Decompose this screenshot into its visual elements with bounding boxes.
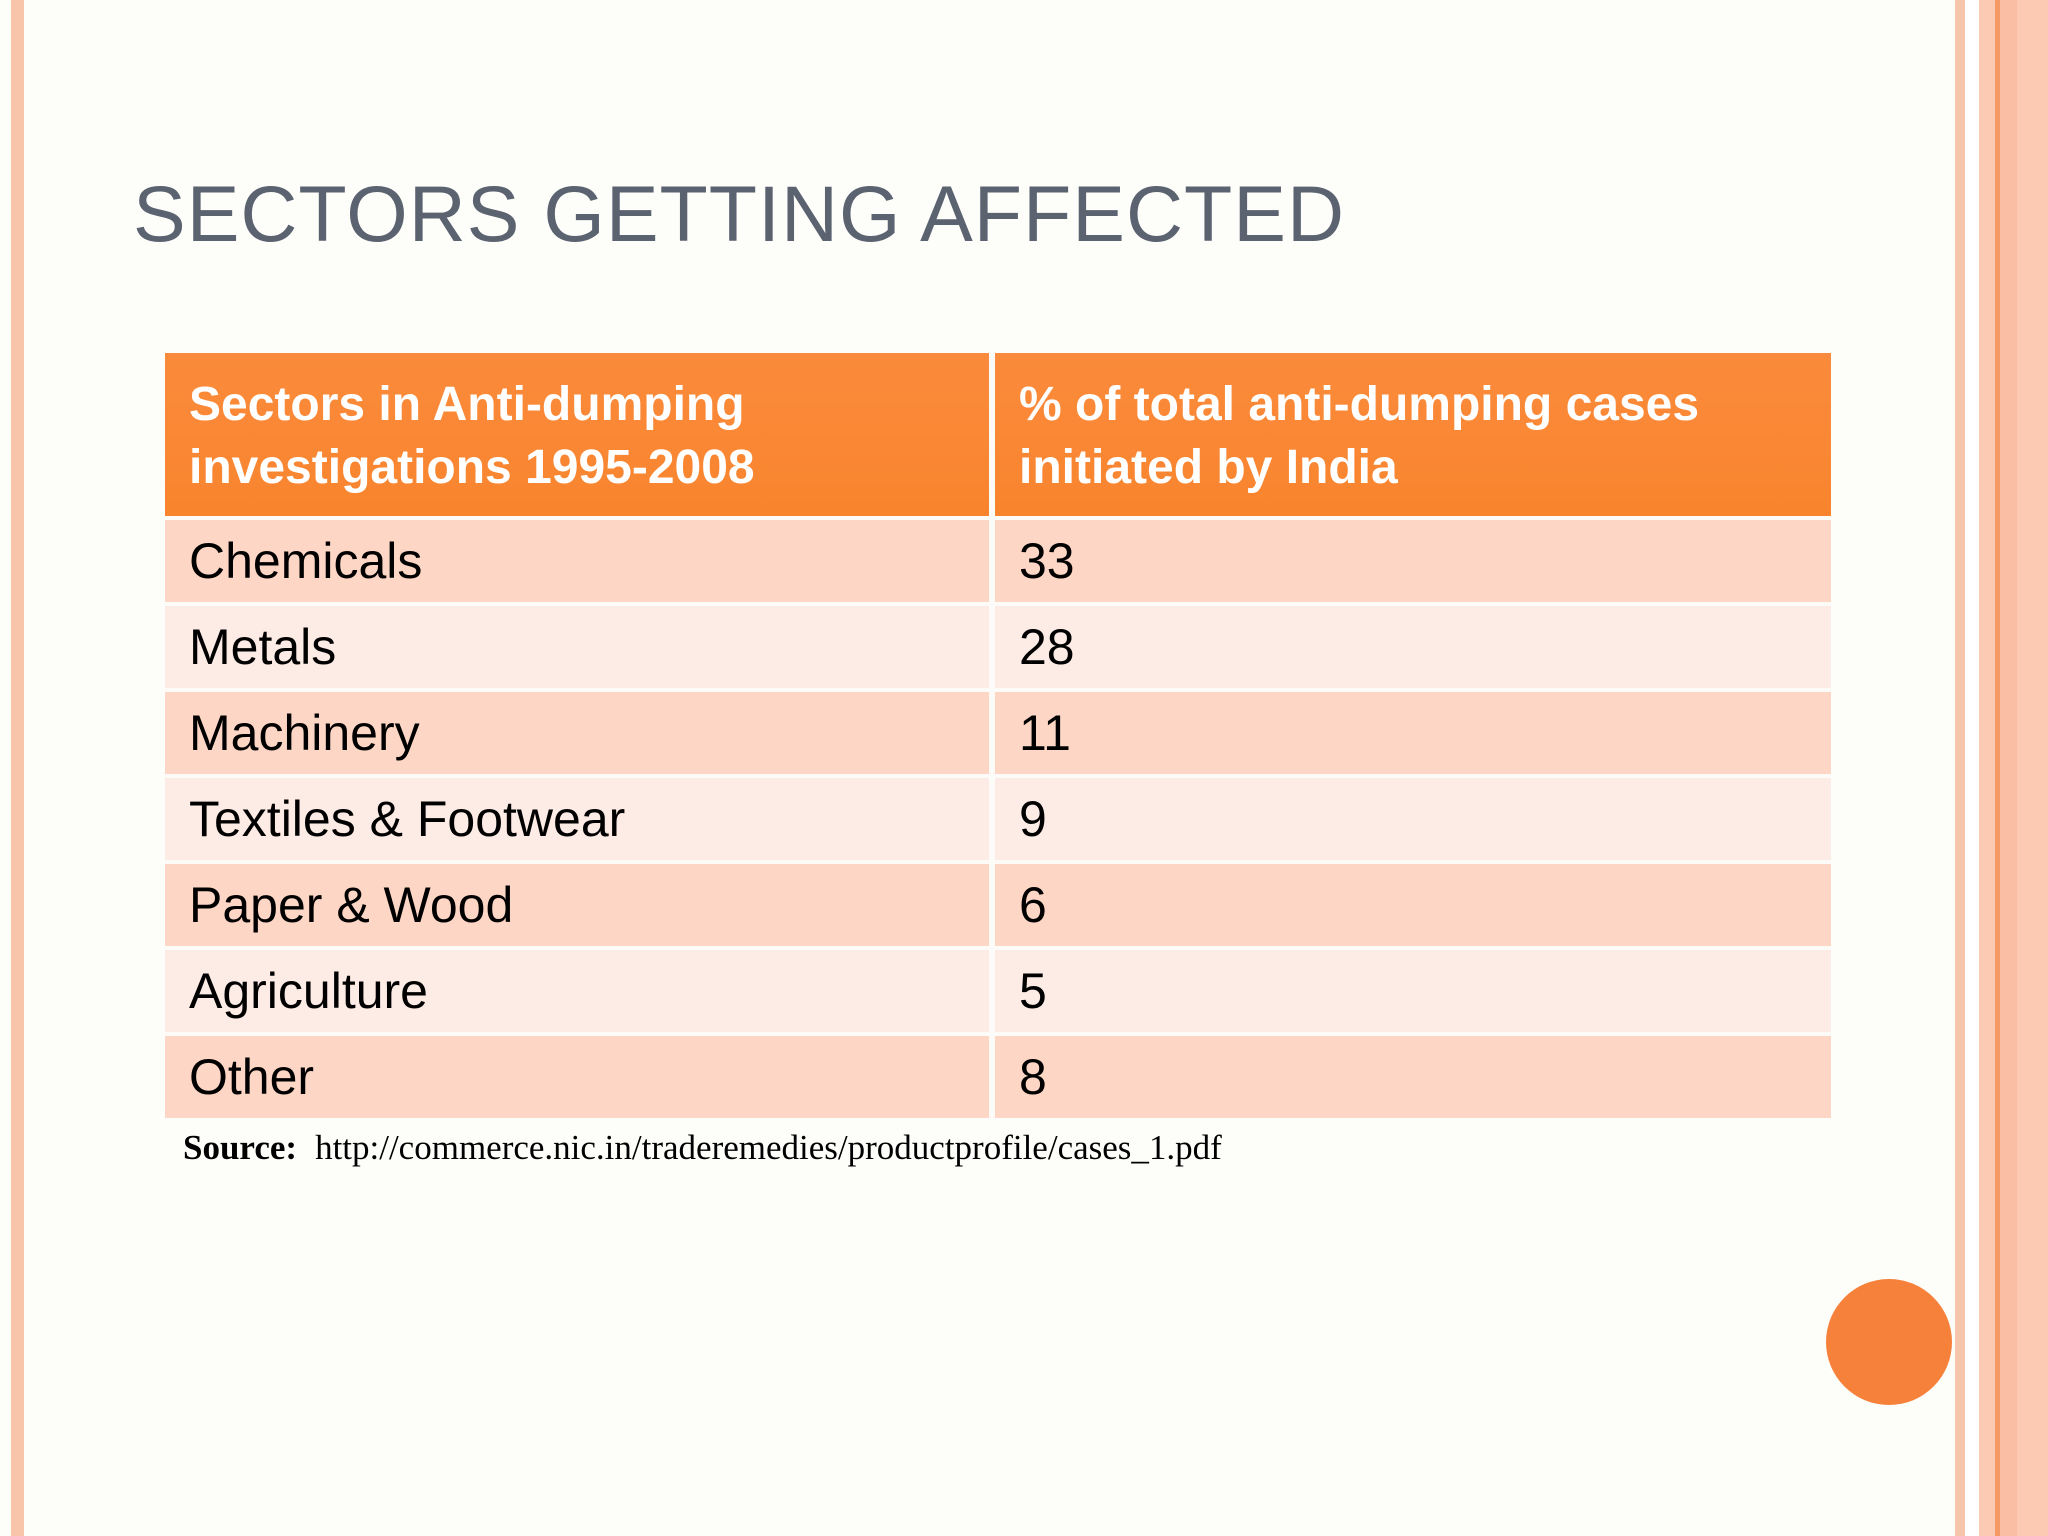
source-label: Source: xyxy=(183,1128,298,1167)
sector-cell: Paper & Wood xyxy=(165,859,995,946)
table-header-row: Sectors in Anti-dumping investigations 1… xyxy=(165,353,1831,516)
table-row: Textiles & Footwear 9 xyxy=(165,773,1831,860)
table-row: Chemicals 33 xyxy=(165,515,1831,602)
slide-title: SECTORS GETTING AFFECTED xyxy=(133,169,1346,258)
decorative-circle xyxy=(1826,1279,1952,1405)
table-row: Machinery 11 xyxy=(165,687,1831,774)
table-header-percentage: % of total anti-dumping cases initiated … xyxy=(995,353,1831,516)
right-border-band xyxy=(1979,0,2048,1536)
source-line: Source: http://commerce.nic.in/traderemed… xyxy=(183,1128,1222,1168)
left-border-stripe xyxy=(11,0,24,1536)
value-cell: 11 xyxy=(995,687,1831,774)
right-band-medium-stripe xyxy=(2000,0,2017,1536)
value-cell: 28 xyxy=(995,601,1831,688)
sector-cell: Chemicals xyxy=(165,515,995,602)
sector-cell: Textiles & Footwear xyxy=(165,773,995,860)
value-cell: 6 xyxy=(995,859,1831,946)
value-cell: 9 xyxy=(995,773,1831,860)
sector-cell: Machinery xyxy=(165,687,995,774)
right-stripe-gap xyxy=(1965,0,1979,1536)
right-inner-stripe xyxy=(1955,0,1965,1536)
sector-cell: Agriculture xyxy=(165,945,995,1032)
value-cell: 33 xyxy=(995,515,1831,602)
sectors-table-container: Sectors in Anti-dumping investigations 1… xyxy=(165,353,1831,1118)
right-band-dark-line xyxy=(1995,0,2000,1536)
sectors-table: Sectors in Anti-dumping investigations 1… xyxy=(165,353,1831,1118)
sector-cell: Metals xyxy=(165,601,995,688)
table-row: Other 8 xyxy=(165,1031,1831,1118)
source-url: http://commerce.nic.in/traderemedies/pro… xyxy=(315,1128,1222,1167)
value-cell: 5 xyxy=(995,945,1831,1032)
table-header-sector: Sectors in Anti-dumping investigations 1… xyxy=(165,353,995,516)
table-row: Metals 28 xyxy=(165,601,1831,688)
value-cell: 8 xyxy=(995,1031,1831,1118)
table-row: Paper & Wood 6 xyxy=(165,859,1831,946)
table-row: Agriculture 5 xyxy=(165,945,1831,1032)
sector-cell: Other xyxy=(165,1031,995,1118)
